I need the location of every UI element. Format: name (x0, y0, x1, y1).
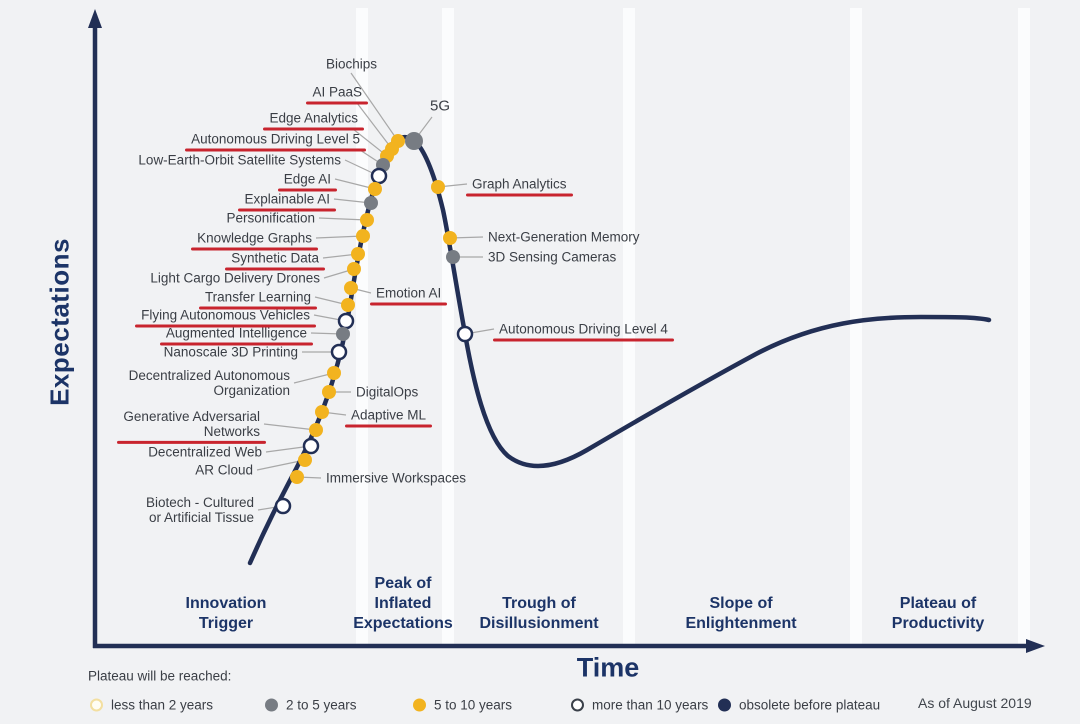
tech-dot-ar-cloud (298, 453, 312, 467)
phase-label-plateau-of-productivity: Plateau of Productivity (891, 595, 985, 632)
tech-label-knowledge-graphs: Knowledge Graphs (191, 230, 318, 251)
tech-label-augmented-intelligence: Augmented Intelligence (159, 325, 314, 346)
tech-dot-low-earth-orbit-satellite-systems (370, 167, 388, 185)
legend-dot-2-to-5-years-icon (265, 698, 278, 712)
tech-dot-decentralized-autonomous-organization (327, 366, 341, 380)
tech-label-explainable-ai: Explainable AI (238, 191, 336, 212)
phase-label-peak-of-inflated-expectations: Peak of Inflated Expectations (353, 575, 453, 632)
tech-label-adaptive-ml: Adaptive ML (344, 407, 433, 428)
tech-dot-next-generation-memory (443, 231, 457, 245)
legend-item-less-than-2-years: less than 2 years (90, 698, 213, 713)
tech-label-biotech-cultured-or-artificial-tissue: Biotech - Cultured or Artificial Tissue (145, 494, 254, 525)
leader-biochips (350, 72, 399, 142)
phase-label-trough-of-disillusionment: Trough of Disillusionment (479, 595, 599, 632)
tech-dot-3d-sensing-cameras (446, 250, 460, 264)
leader-edge-analytics (352, 128, 388, 157)
tech-dot-5g (405, 132, 423, 150)
x-axis-label: Time (576, 652, 640, 683)
tech-label-flying-autonomous-vehicles: Flying Autonomous Vehicles (135, 307, 316, 328)
tech-dot-adaptive-ml (315, 405, 329, 419)
tech-label-biochips: Biochips (325, 56, 377, 72)
tech-label-synthetic-data: Synthetic Data (225, 250, 325, 271)
tech-dot-emotion-ai (344, 281, 358, 295)
tech-label-immersive-workspaces: Immersive Workspaces (326, 470, 467, 486)
tech-label-3d-sensing-cameras: 3D Sensing Cameras (488, 249, 617, 265)
tech-label-decentralized-autonomous-organization: Decentralized Autonomous Organization (128, 367, 290, 398)
leader-generative-adversarial-networks (263, 423, 317, 431)
tech-label-decentralized-web: Decentralized Web (148, 444, 262, 460)
x-axis-arrow-icon (1026, 639, 1045, 653)
tech-dot-graph-analytics (431, 180, 445, 194)
legend-item-obsolete-before-plateau: obsolete before plateau (718, 698, 880, 713)
tech-label-emotion-ai: Emotion AI (369, 285, 448, 306)
phase-label-innovation-trigger: Innovation Trigger (185, 595, 267, 632)
tech-label-edge-analytics: Edge Analytics (263, 110, 364, 131)
tech-dot-immersive-workspaces (290, 470, 304, 484)
as-of-date: As of August 2019 (918, 695, 1032, 711)
tech-label-ar-cloud: AR Cloud (195, 462, 253, 478)
tech-label-light-cargo-delivery-drones: Light Cargo Delivery Drones (150, 270, 320, 286)
tech-dot-biotech-cultured-or-artificial-tissue (274, 497, 292, 515)
phase-boundary-stripe-3 (623, 8, 635, 646)
tech-dot-digitalops (322, 385, 336, 399)
legend-item-2-to-5-years: 2 to 5 years (265, 698, 357, 713)
leader-ar-cloud (256, 459, 306, 471)
leader-knowledge-graphs (315, 235, 364, 239)
legend-item-5-to-10-years: 5 to 10 years (413, 698, 512, 713)
phase-label-slope-of-enlightenment: Slope of Enlightenment (685, 595, 797, 632)
tech-label-digitalops: DigitalOps (356, 384, 419, 400)
tech-dot-autonomous-driving-level-4 (456, 325, 474, 343)
tech-dot-explainable-ai (364, 196, 378, 210)
legend-label: less than 2 years (111, 697, 214, 713)
legend-label: obsolete before plateau (739, 697, 881, 713)
tech-label-edge-ai: Edge AI (277, 171, 338, 192)
leader-personification (318, 217, 368, 221)
tech-dot-personification (360, 213, 374, 227)
tech-label-graph-analytics: Graph Analytics (466, 176, 573, 197)
tech-label-5g: 5G (430, 97, 451, 115)
legend-item-more-than-10-years: more than 10 years (571, 698, 708, 713)
tech-label-low-earth-orbit-satellite-systems: Low-Earth-Orbit Satellite Systems (138, 152, 341, 168)
tech-label-nanoscale-3d-printing: Nanoscale 3D Printing (163, 344, 298, 360)
tech-dot-edge-ai (368, 182, 382, 196)
tech-dot-light-cargo-delivery-drones (347, 262, 361, 276)
legend-label: 5 to 10 years (434, 697, 513, 713)
legend-dot-more-than-10-years-icon (571, 698, 584, 712)
legend-title: Plateau will be reached: (88, 668, 232, 684)
tech-label-ai-paas: AI PaaS (306, 84, 368, 105)
tech-dot-transfer-learning (341, 298, 355, 312)
tech-dot-nanoscale-3d-printing (330, 343, 348, 361)
tech-dot-generative-adversarial-networks (309, 423, 323, 437)
phase-boundary-stripe-4 (850, 8, 862, 646)
y-axis-arrow-icon (88, 9, 102, 28)
tech-label-next-generation-memory: Next-Generation Memory (488, 229, 640, 245)
leader-ai-paas (356, 102, 393, 150)
phase-boundary-stripe-5 (1018, 8, 1030, 646)
tech-label-autonomous-driving-level-5: Autonomous Driving Level 5 (185, 131, 366, 152)
legend-label: more than 10 years (592, 697, 709, 713)
tech-label-transfer-learning: Transfer Learning (198, 289, 318, 310)
tech-label-generative-adversarial-networks: Generative Adversarial Networks (117, 408, 266, 445)
tech-dot-knowledge-graphs (356, 229, 370, 243)
hype-curve (247, 134, 992, 566)
tech-label-autonomous-driving-level-4: Autonomous Driving Level 4 (493, 321, 674, 342)
tech-label-personification: Personification (226, 210, 315, 226)
legend-dot-5-to-10-years-icon (413, 698, 426, 712)
legend-label: 2 to 5 years (286, 697, 357, 713)
phase-boundary-stripe-1 (356, 8, 368, 646)
tech-dot-flying-autonomous-vehicles (337, 312, 355, 330)
phase-boundary-stripe-2 (442, 8, 454, 646)
tech-dot-augmented-intelligence (336, 327, 350, 341)
y-axis-label: Expectations (44, 238, 75, 406)
legend-dot-less-than-2-years-icon (90, 698, 103, 712)
legend-dot-obsolete-before-plateau-icon (718, 698, 731, 712)
tech-dot-decentralized-web (302, 437, 320, 455)
tech-dot-synthetic-data (351, 247, 365, 261)
